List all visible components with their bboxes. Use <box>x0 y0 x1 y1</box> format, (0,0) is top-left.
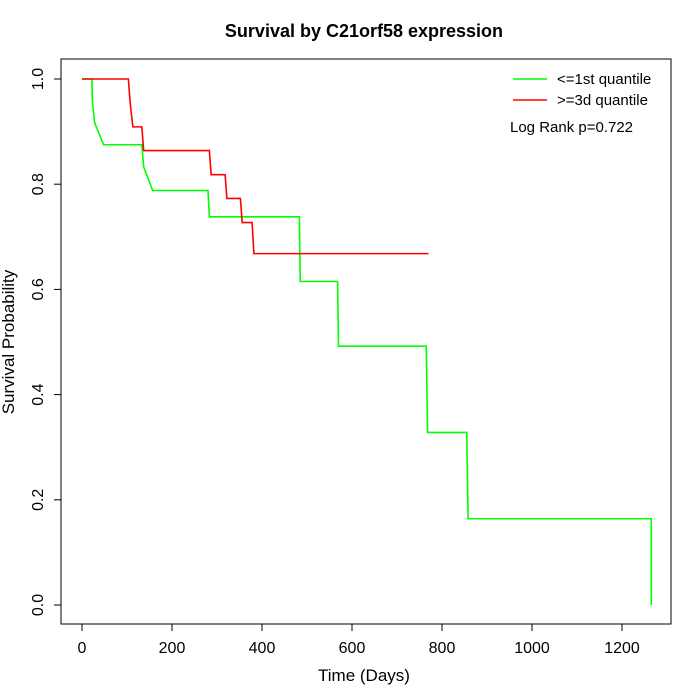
x-tick-label: 400 <box>249 640 276 657</box>
x-tick-label: 1000 <box>514 640 550 657</box>
y-tick-label: 0.2 <box>30 489 47 511</box>
chart-title: Survival by C21orf58 expression <box>225 21 503 41</box>
y-axis-label: Survival Probability <box>0 269 18 414</box>
series-layer <box>82 78 653 605</box>
legend-label-high: >=3d quantile <box>557 92 648 109</box>
y-tick-label: 1.0 <box>30 68 47 90</box>
y-tick-label: 0.6 <box>30 278 47 300</box>
legend: <=1st quantile >=3d quantile <box>513 71 651 109</box>
x-axis-label: Time (Days) <box>318 666 410 685</box>
x-tick-label: 800 <box>429 640 456 657</box>
legend-label-low: <=1st quantile <box>557 71 651 88</box>
x-tick-label: 200 <box>159 640 186 657</box>
x-axis: 0 200 400 600 800 1000 1200 <box>78 623 640 657</box>
log-rank-annotation: Log Rank p=0.722 <box>510 119 633 136</box>
y-tick-label: 0.4 <box>30 383 47 405</box>
plot-frame <box>60 58 672 625</box>
y-tick-label: 0.8 <box>30 173 47 195</box>
y-axis: 0.0 0.2 0.4 0.6 0.8 1.0 <box>30 68 62 616</box>
series-line-0 <box>82 78 653 605</box>
x-tick-label: 1200 <box>604 640 640 657</box>
x-tick-label: 600 <box>339 640 366 657</box>
series-line-1 <box>82 78 429 255</box>
x-tick-label: 0 <box>78 640 87 657</box>
y-tick-label: 0.0 <box>30 594 47 616</box>
